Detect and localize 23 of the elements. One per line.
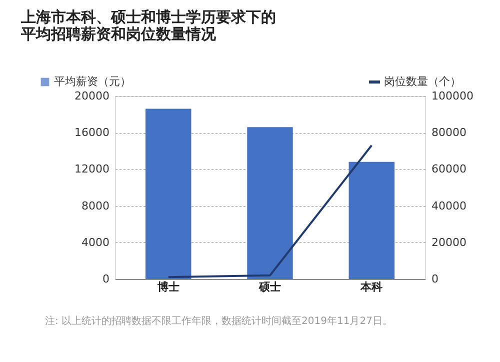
y2-tick-label: 80000 [432,126,466,140]
y-tick-label: 12000 [74,162,110,176]
text: 上海市本科、硕士和博士学历要求下的 [20,8,276,26]
x-tick-label: 硕士 [258,280,281,294]
y-tick-label: 0 [102,272,110,286]
y2-tick-label: 60000 [432,162,466,176]
y-tick-label: 8000 [82,199,110,212]
legend-label: 平均薪资（元） [54,75,131,88]
legend-label: 岗位数量（个） [384,75,461,88]
text: 注: 以上统计的招聘数据不限工作年限，数据统计时间截至2019年11月27日。 [45,315,392,327]
y-tick-label: 16000 [74,126,110,140]
y-tick-label: 4000 [82,236,110,249]
y2-tick-label: 40000 [432,199,466,212]
bar [348,162,395,279]
x-tick-label: 博士 [156,280,180,294]
y-tick-label: 20000 [74,90,110,102]
x-tick-label: 本科 [360,280,383,294]
text: 平均招聘薪资和岗位数量情况 [20,25,216,43]
y2-tick-label: 0 [432,272,438,286]
y2-tick-label: 20000 [432,236,466,249]
y2-tick-label: 100000 [432,90,474,102]
bar [145,108,192,279]
bar [247,127,293,279]
